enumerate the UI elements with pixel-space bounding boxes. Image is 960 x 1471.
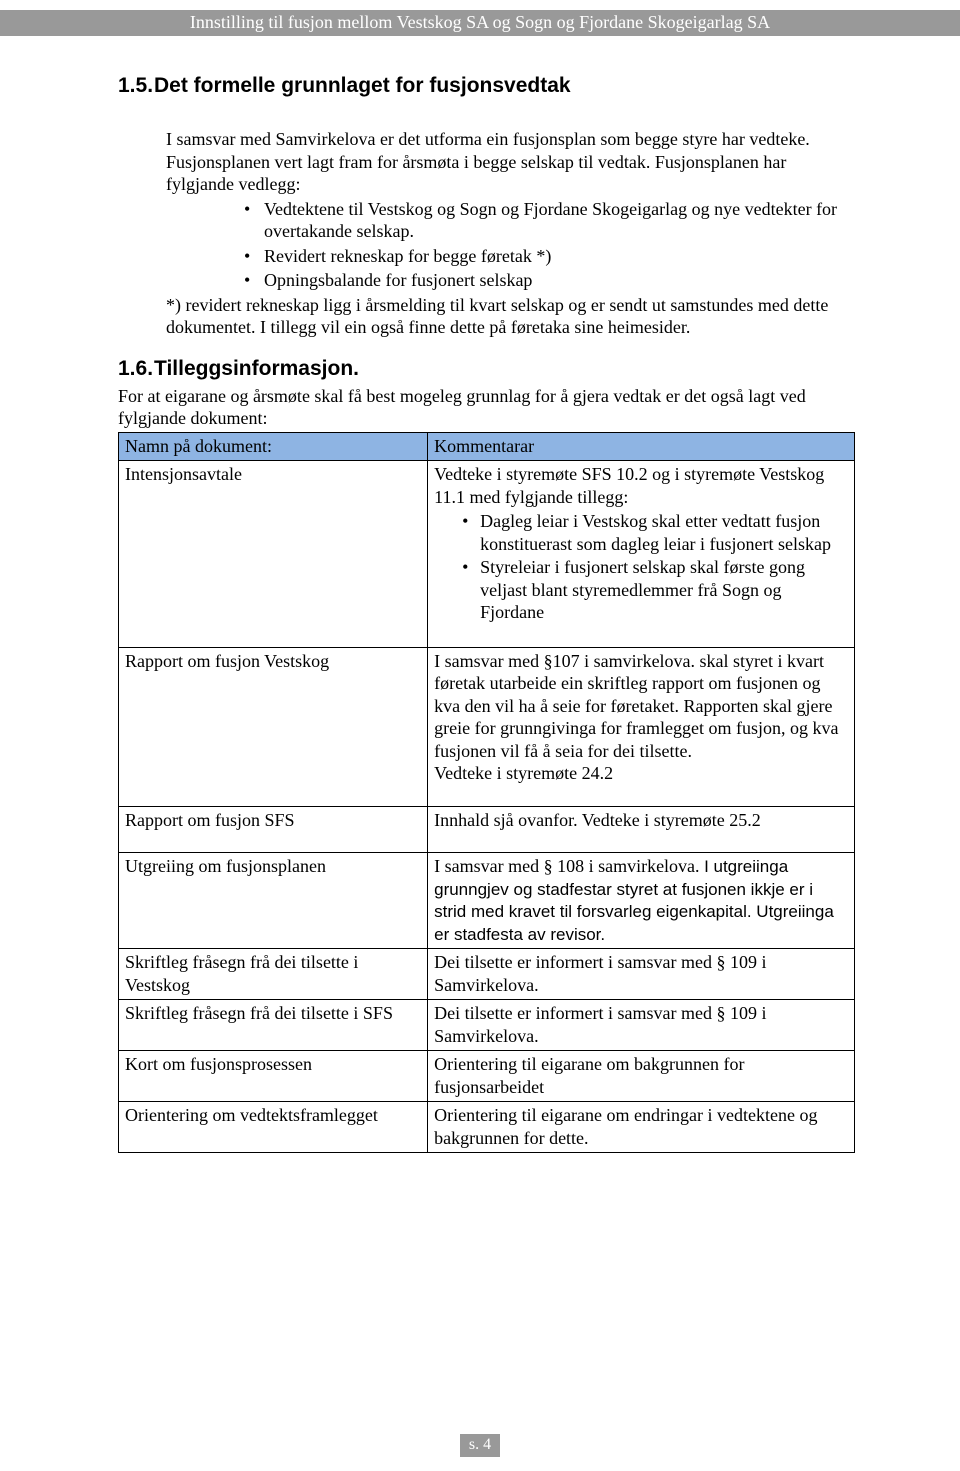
vedlegg-list: Vedtektene til Vestskog og Sogn og Fjord… bbox=[166, 198, 855, 292]
table-header-cell: Namn på dokument: bbox=[119, 432, 428, 461]
paragraph: *) revidert rekneskap ligg i årsmelding … bbox=[166, 294, 855, 339]
cell-list: Dagleg leiar i Vestskog skal etter vedta… bbox=[434, 510, 848, 624]
table-cell: Utgreiing om fusjonsplanen bbox=[119, 853, 428, 949]
table-row: Kort om fusjonsprosessen Orientering til… bbox=[119, 1051, 855, 1102]
table-cell: Kort om fusjonsprosessen bbox=[119, 1051, 428, 1102]
table-row: Utgreiing om fusjonsplanen I samsvar med… bbox=[119, 853, 855, 949]
documents-table: Namn på dokument: Kommentarar Intensjons… bbox=[118, 432, 855, 1154]
list-item: Vedtektene til Vestskog og Sogn og Fjord… bbox=[244, 198, 855, 243]
page: Innstilling til fusjon mellom Vestskog S… bbox=[0, 10, 960, 1471]
table-row: Intensjonsavtale Vedteke i styremøte SFS… bbox=[119, 461, 855, 648]
list-item: Dagleg leiar i Vestskog skal etter vedta… bbox=[462, 510, 848, 555]
list-item: Styreleiar i fusjonert selskap skal førs… bbox=[462, 556, 848, 624]
page-header: Innstilling til fusjon mellom Vestskog S… bbox=[0, 10, 960, 36]
cell-text: Innhald sjå ovanfor. Vedteke i styremøte… bbox=[434, 810, 761, 830]
table-cell: Orientering til eigarane om bakgrunnen f… bbox=[428, 1051, 855, 1102]
content-area: 1.5.Det formelle grunnlaget for fusjonsv… bbox=[0, 36, 960, 1153]
table-cell: Dei tilsette er informert i samsvar med … bbox=[428, 949, 855, 1000]
cell-text: I samsvar med § 108 i samvirkelova. bbox=[434, 856, 704, 876]
heading-1-5: 1.5.Det formelle grunnlaget for fusjonsv… bbox=[118, 74, 855, 98]
table-cell: Orientering til eigarane om endringar i … bbox=[428, 1102, 855, 1153]
table-row: Rapport om fusjon Vestskog I samsvar med… bbox=[119, 647, 855, 806]
table-row: Skriftleg fråsegn frå dei tilsette i SFS… bbox=[119, 1000, 855, 1051]
table-cell: Skriftleg fråsegn frå dei tilsette i Ves… bbox=[119, 949, 428, 1000]
table-header-row: Namn på dokument: Kommentarar bbox=[119, 432, 855, 461]
page-number: s. 4 bbox=[460, 1434, 500, 1457]
table-cell: Dei tilsette er informert i samsvar med … bbox=[428, 1000, 855, 1051]
heading-number: 1.6. bbox=[118, 357, 154, 381]
section-1-5-body: I samsvar med Samvirkelova er det utform… bbox=[118, 128, 855, 339]
cell-text: Vedteke i styremøte 24.2 bbox=[434, 763, 613, 783]
table-cell: Vedteke i styremøte SFS 10.2 og i styrem… bbox=[428, 461, 855, 648]
table-cell: Rapport om fusjon SFS bbox=[119, 806, 428, 853]
list-item: Revidert rekneskap for begge føretak *) bbox=[244, 245, 855, 268]
table-cell: Rapport om fusjon Vestskog bbox=[119, 647, 428, 806]
heading-1-6: 1.6.Tilleggsinformasjon. bbox=[118, 357, 855, 381]
list-item: Opningsbalande for fusjonert selskap bbox=[244, 269, 855, 292]
table-row: Orientering om vedtektsframlegget Orient… bbox=[119, 1102, 855, 1153]
table-cell: Intensjonsavtale bbox=[119, 461, 428, 648]
table-cell: Orientering om vedtektsframlegget bbox=[119, 1102, 428, 1153]
paragraph: I samsvar med Samvirkelova er det utform… bbox=[166, 128, 855, 196]
table-row: Skriftleg fråsegn frå dei tilsette i Ves… bbox=[119, 949, 855, 1000]
heading-text: Det formelle grunnlaget for fusjonsvedta… bbox=[154, 74, 571, 97]
page-footer: s. 4 bbox=[0, 1434, 960, 1457]
cell-text: Vedteke i styremøte SFS 10.2 og i styrem… bbox=[434, 464, 824, 507]
table-cell: I samsvar med §107 i samvirkelova. skal … bbox=[428, 647, 855, 806]
cell-text: I samsvar med §107 i samvirkelova. skal … bbox=[434, 651, 838, 761]
table-row: Rapport om fusjon SFS Innhald sjå ovanfo… bbox=[119, 806, 855, 853]
table-cell: Innhald sjå ovanfor. Vedteke i styremøte… bbox=[428, 806, 855, 853]
table-cell: I samsvar med § 108 i samvirkelova. I ut… bbox=[428, 853, 855, 949]
paragraph: For at eigarane og årsmøte skal få best … bbox=[118, 385, 855, 430]
table-header-cell: Kommentarar bbox=[428, 432, 855, 461]
heading-text: Tilleggsinformasjon. bbox=[154, 357, 359, 380]
table-cell: Skriftleg fråsegn frå dei tilsette i SFS bbox=[119, 1000, 428, 1051]
heading-number: 1.5. bbox=[118, 74, 154, 98]
